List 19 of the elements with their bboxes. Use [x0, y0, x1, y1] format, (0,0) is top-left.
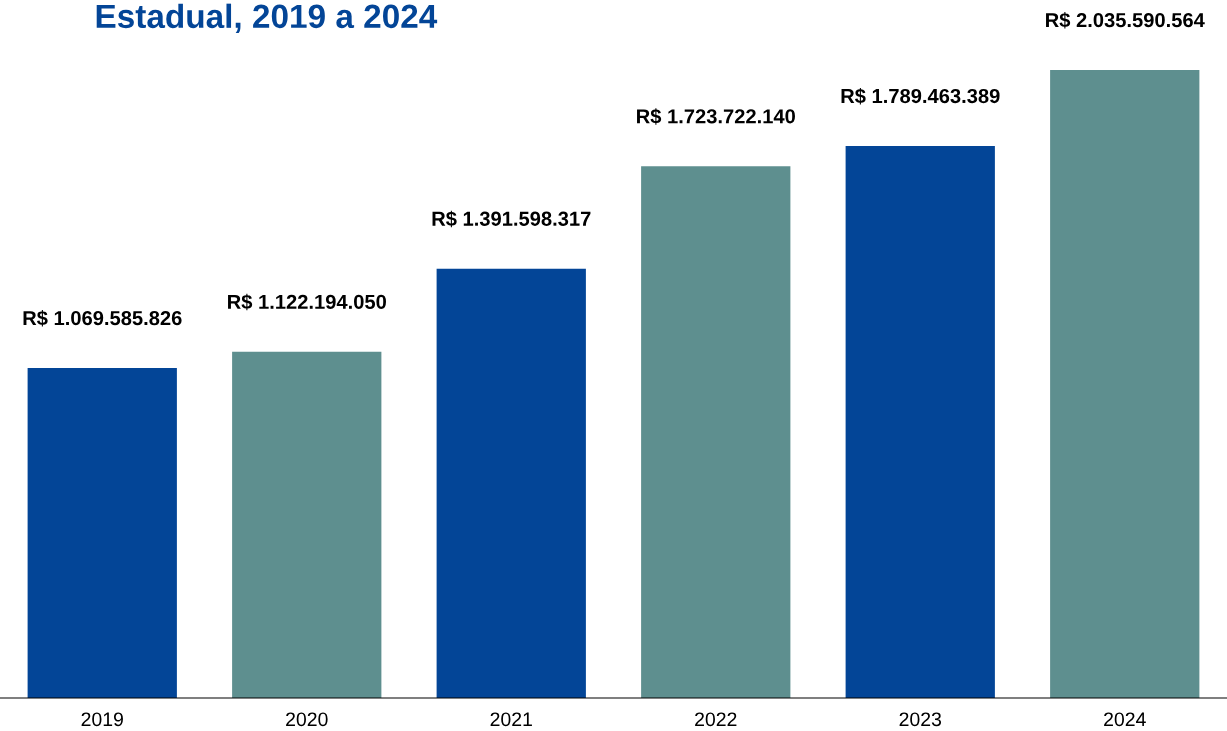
- data-label: R$ 1.122.194.050: [228, 293, 386, 311]
- data-label: R$ 2.035.590.564: [1046, 12, 1205, 29]
- data-label: R$ 1.069.585.826: [23, 310, 182, 327]
- x-tick-label: 2024: [1104, 712, 1146, 727]
- bar: [1050, 70, 1200, 698]
- data-label: R$ 1.723.722.140: [637, 108, 795, 125]
- bar: [232, 351, 382, 698]
- x-tick-label: 2023: [899, 712, 942, 727]
- data-label: R$ 1.391.598.317: [432, 210, 591, 228]
- chart-title: Estadual, 2019 a 2024: [96, 3, 438, 33]
- bar: [436, 268, 586, 698]
- bar: [641, 166, 791, 698]
- bar: [27, 368, 177, 698]
- data-label: R$ 1.789.463.389: [841, 88, 1000, 105]
- x-tick-label: 2021: [490, 712, 532, 727]
- x-tick-label: 2022: [695, 712, 737, 727]
- x-tick-label: 2020: [286, 712, 328, 727]
- x-tick-label: 2019: [81, 712, 123, 727]
- bar: [845, 146, 995, 698]
